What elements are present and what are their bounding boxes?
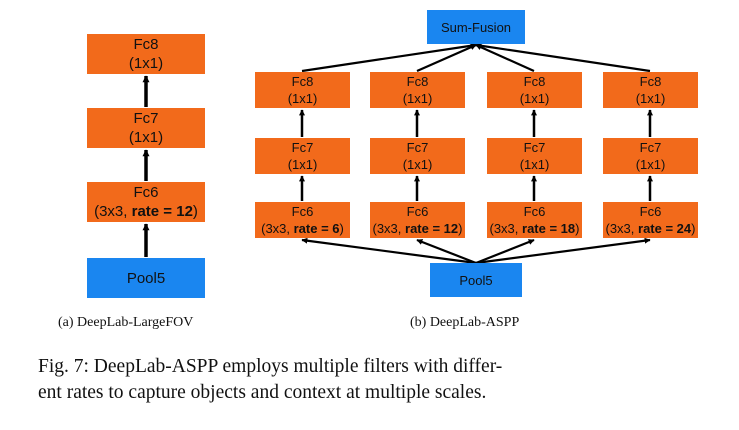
left-fc8-layer: Fc8 (1x1): [87, 34, 205, 74]
arrow-pool5-to-branch-4-fc6: [475, 237, 651, 265]
branch-2-fc6-layer: Fc6 (3x3, rate = 12): [370, 202, 465, 238]
branch-1-fc7-name: Fc7: [291, 140, 314, 155]
branch-3-fc6-rate: rate = 18: [522, 221, 576, 236]
left-fc6-kernel-prefix: (3x3,: [94, 203, 132, 220]
figure-caption-line-2: ent rates to capture objects and context…: [38, 382, 487, 403]
left-fc6-name: Fc6: [133, 184, 159, 201]
left-fc6-layer: Fc6 (3x3, rate = 12): [87, 182, 205, 222]
arrow-pool5-to-branch-3-fc6: [475, 238, 535, 265]
branch-1-fc7-kernel: (1x1): [287, 157, 318, 172]
branch-3-fc8-kernel: (1x1): [519, 91, 550, 106]
branch-3-fc8-name: Fc8: [523, 74, 546, 89]
arrow-pool5-to-branch-2-fc6: [416, 238, 477, 265]
branch-4-fc8-kernel: (1x1): [635, 91, 666, 106]
right-pool5-layer: Pool5: [430, 263, 522, 297]
arrow-branch-3-fc8-to-fusion: [475, 43, 535, 73]
branch-4-fc6-rate: rate = 24: [638, 221, 692, 236]
arrow-branch-4-fc8-to-fusion: [475, 42, 651, 73]
branch-1-fc6-rate: rate = 6: [293, 221, 340, 236]
branch-4-fc7-name: Fc7: [639, 140, 662, 155]
branch-2-fc6-suffix: ): [458, 221, 463, 236]
branch-3-fc6-name: Fc6: [523, 204, 546, 219]
branch-4-fc7-layer: Fc7 (1x1): [603, 138, 698, 174]
branch-1-fc6-kernel: (3x3, rate = 6): [261, 220, 344, 237]
branch-1-fc6-name: Fc6: [291, 204, 314, 219]
branch-2-fc8-kernel: (1x1): [402, 91, 433, 106]
branch-4-fc6-kernel: (3x3, rate = 24): [606, 220, 696, 237]
left-pool5-label: Pool5: [126, 269, 166, 287]
branch-4-fc7-kernel: (1x1): [635, 157, 666, 172]
branch-3-fc7-layer: Fc7 (1x1): [487, 138, 582, 174]
branch-3-fc6-kernel: (3x3, rate = 18): [490, 220, 580, 237]
left-pool5-layer: Pool5: [87, 258, 205, 298]
branch-4-fc8-layer: Fc8 (1x1): [603, 72, 698, 108]
branch-1-fc7-layer: Fc7 (1x1): [255, 138, 350, 174]
sum-fusion-layer: Sum-Fusion: [427, 10, 525, 44]
branch-2-fc6-kernel: (3x3, rate = 12): [373, 220, 463, 237]
branch-4-fc6-prefix: (3x3,: [605, 221, 639, 236]
branch-2-fc6-prefix: (3x3,: [372, 221, 406, 236]
branch-2-fc6-rate: rate = 12: [405, 221, 459, 236]
branch-2-fc7-kernel: (1x1): [402, 157, 433, 172]
branch-3-fc7-kernel: (1x1): [519, 157, 550, 172]
branch-1-fc8-kernel: (1x1): [287, 91, 318, 106]
branch-2-fc8-layer: Fc8 (1x1): [370, 72, 465, 108]
left-fc6-kernel-suffix: ): [192, 203, 198, 220]
left-subcaption: (a) DeepLab-LargeFOV: [58, 315, 194, 330]
branch-1-fc6-layer: Fc6 (3x3, rate = 6): [255, 202, 350, 238]
right-subcaption: (b) DeepLab-ASPP: [410, 315, 520, 330]
branch-2-fc7-layer: Fc7 (1x1): [370, 138, 465, 174]
branch-2-fc6-name: Fc6: [406, 204, 429, 219]
branch-1-fc6-suffix: ): [339, 221, 344, 236]
left-fc6-kernel: (3x3, rate = 12): [94, 202, 198, 221]
left-fc7-layer: Fc7 (1x1): [87, 108, 205, 148]
sum-fusion-label: Sum-Fusion: [440, 19, 512, 35]
left-fc8-name: Fc8: [133, 36, 159, 53]
branch-4-fc8-name: Fc8: [639, 74, 662, 89]
branch-3-fc6-prefix: (3x3,: [489, 221, 523, 236]
branch-4-fc6-name: Fc6: [639, 204, 662, 219]
branch-2-fc8-name: Fc8: [406, 74, 429, 89]
figure-caption: Fig. 7: DeepLab-ASPP employs multiple fi…: [38, 354, 718, 406]
branch-3-fc6-layer: Fc6 (3x3, rate = 18): [487, 202, 582, 238]
arrow-branch-1-fc8-to-fusion: [301, 42, 477, 73]
branch-1-fc8-name: Fc8: [291, 74, 314, 89]
left-fc8-kernel: (1x1): [128, 55, 164, 72]
branch-3-fc8-layer: Fc8 (1x1): [487, 72, 582, 108]
branch-3-fc6-suffix: ): [575, 221, 580, 236]
left-fc7-name: Fc7: [133, 110, 159, 127]
branch-3-fc7-name: Fc7: [523, 140, 546, 155]
arrow-branch-2-fc8-to-fusion: [416, 43, 477, 73]
arrow-pool5-to-branch-1-fc6: [301, 237, 477, 265]
branch-2-fc7-name: Fc7: [406, 140, 429, 155]
branch-1-fc8-layer: Fc8 (1x1): [255, 72, 350, 108]
left-fc6-rate: rate = 12: [131, 203, 193, 220]
branch-4-fc6-layer: Fc6 (3x3, rate = 24): [603, 202, 698, 238]
diagram-arrows: [142, 42, 653, 265]
left-fc7-kernel: (1x1): [128, 129, 164, 146]
right-pool5-label: Pool5: [459, 272, 493, 288]
figure-caption-line-1: Fig. 7: DeepLab-ASPP employs multiple fi…: [38, 356, 503, 377]
branch-4-fc6-suffix: ): [691, 221, 696, 236]
branch-1-fc6-prefix: (3x3,: [261, 221, 294, 236]
